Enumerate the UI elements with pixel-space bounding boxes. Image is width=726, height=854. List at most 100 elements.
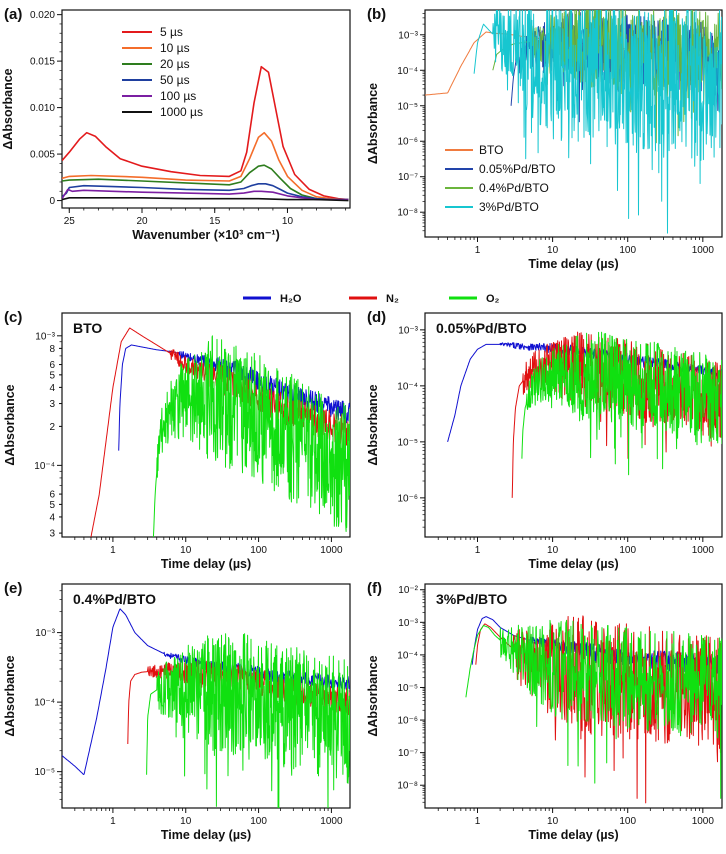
panel-e: 1 10 100 1000 10⁻⁵ 10⁻⁴ 10⁻³ Time delay (µs) ΔAb… (3, 580, 351, 842)
y-tick-label: 10⁻⁴ (34, 461, 55, 472)
y-tick-label: 3 (49, 399, 55, 410)
x-tick-label: 1 (475, 816, 481, 827)
series-5-s-line (62, 65, 349, 201)
y-tick-label: 10⁻⁶ (397, 716, 418, 727)
series-o--line (521, 331, 722, 476)
y-tick-label: 0.015 (30, 57, 55, 68)
series-20-s-line (62, 164, 349, 201)
x-tick-label: 10 (547, 816, 559, 827)
y-axis-label: ΔAbsorbance (3, 655, 17, 736)
y-tick-label: 2 (49, 422, 55, 433)
x-axis-label: Time delay (µs) (528, 828, 618, 842)
y-tick-label: 0 (49, 196, 55, 207)
y-tick-label: 10⁻⁴ (397, 66, 418, 77)
top-legend-label: O₂ (486, 293, 500, 305)
y-tick-label: 10⁻³ (398, 618, 418, 629)
y-tick-label: 5 (49, 370, 55, 381)
x-axis-label: Time delay (µs) (528, 557, 618, 571)
series-1000-s-line (62, 197, 349, 202)
y-tick-label: 10⁻⁵ (34, 767, 55, 778)
x-tick-label: 100 (619, 245, 636, 256)
y-tick-label: 10⁻⁸ (397, 781, 418, 792)
x-axis-label: Wavenumber (×10³ cm⁻¹) (132, 228, 280, 242)
y-tick-label: 0.020 (30, 10, 55, 21)
x-axis-label: Time delay (µs) (161, 557, 251, 571)
x-tick-label: 1 (110, 816, 116, 827)
y-tick-label: 10⁻⁴ (34, 698, 55, 709)
series-3-pd-bto-line (473, 10, 722, 234)
y-tick-label: 10⁻⁵ (397, 683, 418, 694)
x-tick-label: 100 (250, 816, 267, 827)
x-tick-label: 10 (547, 245, 559, 256)
x-tick-label: 1 (110, 545, 116, 556)
y-tick-label: 10⁻³ (398, 30, 418, 41)
series-o--line (146, 633, 350, 808)
series-10-s-line (62, 131, 349, 201)
legend-label: 0.05%Pd/BTO (479, 162, 556, 176)
y-axis-label: ΔAbsorbance (3, 384, 17, 465)
x-axis-label: Time delay (µs) (161, 828, 251, 842)
y-tick-label: 10⁻⁵ (397, 437, 418, 448)
top-legend-label: H₂O (280, 293, 302, 305)
panel-f: 1 10 100 1000 10⁻⁸ 10⁻⁷ 10⁻⁶ 10⁻⁵ 10⁻⁴ 10⁻³ 10⁻² Ti… (366, 580, 723, 842)
x-tick-label: 1000 (692, 816, 715, 827)
legend-label: 20 µs (160, 57, 190, 71)
panel-b: 1 10 100 1000 10⁻⁸ 10⁻⁷ 10⁻⁶ 10⁻⁵ 10⁻⁴ 10⁻³ Time d… (366, 6, 723, 271)
x-tick-label: 1000 (692, 545, 715, 556)
panel-letter: (d) (367, 309, 386, 326)
panel-letter: (e) (4, 580, 22, 597)
legend-label: 3%Pd/BTO (479, 200, 539, 214)
y-tick-label: 6 (49, 490, 55, 501)
legend-label: 10 µs (160, 41, 190, 55)
top-legend: H₂O N₂ O₂ (243, 293, 500, 305)
y-tick-label: 10⁻⁴ (397, 650, 418, 661)
panel-letter: (b) (367, 6, 386, 23)
top-legend-label: N₂ (386, 293, 399, 305)
y-tick-label: 8 (49, 344, 55, 355)
x-tick-label: 100 (619, 545, 636, 556)
y-axis-label: ΔAbsorbance (366, 655, 380, 736)
panel-sample-label: 0.05%Pd/BTO (436, 320, 527, 336)
y-tick-label: 4 (49, 383, 55, 394)
series-o--line (465, 619, 722, 799)
legend-label: 1000 µs (160, 105, 203, 119)
y-tick-label: 10⁻⁶ (397, 137, 418, 148)
x-axis-label: Time delay (µs) (528, 257, 618, 271)
y-tick-label: 5 (49, 500, 55, 511)
legend-label: 50 µs (160, 73, 190, 87)
panel-letter: (f) (367, 580, 382, 597)
x-tick-label: 10 (180, 816, 192, 827)
x-tick-label: 100 (250, 545, 267, 556)
y-tick-label: 10⁻² (398, 585, 418, 596)
y-tick-label: 10⁻³ (35, 331, 55, 342)
y-tick-label: 10⁻⁴ (397, 381, 418, 392)
x-tick-label: 10 (282, 216, 294, 227)
y-tick-label: 0.005 (30, 150, 55, 161)
legend-label: BTO (479, 143, 503, 157)
series-50-s-line (62, 183, 349, 201)
x-tick-label: 100 (619, 816, 636, 827)
x-tick-label: 1 (475, 545, 481, 556)
y-tick-label: 10⁻⁷ (398, 172, 418, 183)
y-tick-label: 3 (49, 529, 55, 540)
panel-sample-label: 3%Pd/BTO (436, 591, 507, 607)
legend-label: 5 µs (160, 25, 183, 39)
panel-letter: (c) (4, 309, 22, 326)
series-100-s-line (62, 188, 349, 201)
y-axis-label: ΔAbsorbance (366, 384, 380, 465)
panel-sample-label: 0.4%Pd/BTO (73, 591, 156, 607)
panel-letter: (a) (4, 6, 22, 23)
legend-label: 0.4%Pd/BTO (479, 181, 549, 195)
y-tick-label: 0.010 (30, 103, 55, 114)
y-tick-label: 4 (49, 512, 55, 523)
y-axis-label: ΔAbsorbance (1, 68, 15, 149)
y-tick-label: 10⁻³ (398, 325, 418, 336)
x-tick-label: 25 (64, 216, 76, 227)
x-tick-label: 10 (180, 545, 192, 556)
panel-sample-label: BTO (73, 320, 102, 336)
legend-label: 100 µs (160, 89, 196, 103)
x-tick-label: 1000 (320, 816, 343, 827)
x-tick-label: 1 (475, 245, 481, 256)
